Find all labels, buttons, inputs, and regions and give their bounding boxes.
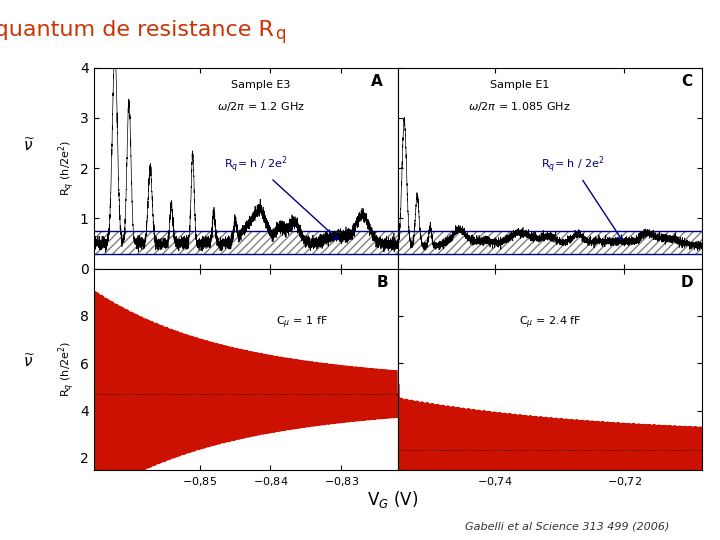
Text: $\widetilde{\nu}$: $\widetilde{\nu}$ — [23, 353, 35, 370]
Text: V$_G$ (V): V$_G$ (V) — [366, 489, 418, 510]
Text: Mise en évidence du demi-quantum de resistance R: Mise en évidence du demi-quantum de resi… — [0, 19, 274, 40]
Text: R$_q$= h / 2e$^2$: R$_q$= h / 2e$^2$ — [225, 154, 338, 240]
Y-axis label: R$_q$ (h/2e$^2$): R$_q$ (h/2e$^2$) — [56, 140, 77, 196]
Text: $\widetilde{\nu}$: $\widetilde{\nu}$ — [23, 137, 35, 154]
Text: Sample E1: Sample E1 — [490, 79, 549, 90]
Text: q: q — [275, 25, 286, 43]
Text: C$_\mu$ = 1 fF: C$_\mu$ = 1 fF — [276, 314, 328, 331]
Text: Gabelli et al Science 313 499 (2006): Gabelli et al Science 313 499 (2006) — [465, 521, 670, 531]
Text: C: C — [682, 73, 693, 89]
Text: $\omega$/2$\pi$ = 1.2 GHz: $\omega$/2$\pi$ = 1.2 GHz — [217, 100, 305, 113]
Text: R$_q$= h / 2e$^2$: R$_q$= h / 2e$^2$ — [541, 154, 622, 240]
Text: C$_\mu$ = 2.4 fF: C$_\mu$ = 2.4 fF — [520, 314, 582, 331]
Text: D: D — [680, 275, 693, 289]
Text: B: B — [377, 275, 389, 289]
Text: Sample E3: Sample E3 — [231, 79, 291, 90]
Text: $\omega$/2$\pi$ = 1.085 GHz: $\omega$/2$\pi$ = 1.085 GHz — [468, 100, 571, 113]
Text: A: A — [371, 73, 382, 89]
Bar — [397, 231, 702, 254]
Bar — [94, 231, 397, 254]
Y-axis label: R$_q$ (h/2e$^2$): R$_q$ (h/2e$^2$) — [56, 341, 77, 397]
